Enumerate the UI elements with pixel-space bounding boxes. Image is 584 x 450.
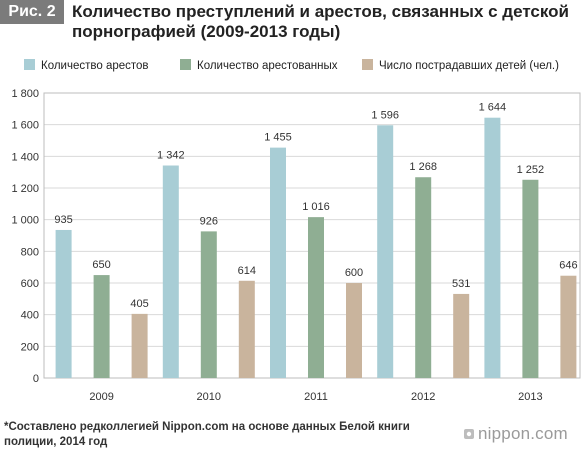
legend-label-1: Количество арестов: [41, 60, 149, 72]
y-tick-label: 200: [21, 341, 39, 353]
bar-2013-series-3: [560, 275, 577, 378]
data-label: 614: [238, 265, 256, 277]
data-label: 405: [130, 298, 148, 310]
data-label: 1 016: [302, 201, 330, 213]
y-tick-label: 0: [33, 373, 39, 385]
data-label: 1 455: [264, 132, 292, 144]
data-label: 1 268: [409, 161, 437, 173]
y-tick-label: 1 200: [11, 183, 39, 195]
y-tick-label: 1 400: [11, 151, 39, 163]
legend: Количество арестов Количество арестованны…: [24, 59, 559, 72]
source-note: *Составлено редколлегией Nippon.com на о…: [4, 421, 410, 448]
x-tick-label: 2010: [197, 391, 221, 403]
bar-2010-series-3: [238, 280, 255, 378]
bar-2013-series-2: [522, 179, 539, 378]
data-label: 1 252: [517, 164, 545, 176]
bar-2009-series-2: [93, 275, 110, 378]
chart-title: Количество преступлений и арестов, связа…: [72, 2, 570, 41]
data-label: 646: [559, 260, 577, 272]
bar-2012-series-3: [453, 293, 470, 378]
y-tick-label: 1 000: [11, 215, 39, 227]
data-label: 531: [452, 278, 470, 290]
y-tick-label: 800: [21, 246, 39, 258]
bar-2012-series-1: [377, 125, 394, 378]
y-tick-label: 600: [21, 278, 39, 290]
bar-2009-series-3: [131, 313, 148, 378]
bar-2011-series-1: [270, 147, 286, 378]
data-label: 1 644: [479, 102, 507, 114]
bar-2011-series-3: [346, 283, 362, 378]
data-label: 1 596: [371, 109, 399, 121]
bar-2012-series-2: [415, 177, 432, 378]
nippon-logo-icon: [464, 429, 474, 439]
y-tick-label: 400: [21, 310, 39, 322]
x-axis: 2009 2010 2011 2012 2013: [89, 391, 542, 403]
bars: 935 650 405 1 342 926 614 1 455 1 016 600 1 596 1 …: [54, 102, 578, 378]
data-label: 1 342: [157, 150, 185, 162]
bar-2013-series-1: [484, 117, 501, 378]
bar-2010-series-1: [162, 165, 179, 378]
x-tick-label: 2012: [411, 391, 435, 403]
bar-2009-series-1: [55, 229, 72, 378]
y-axis: 0 200 400 600 800 1 000 1 200 1 400 1 600 1 800: [11, 88, 39, 385]
x-tick-label: 2013: [518, 391, 542, 403]
y-tick-label: 1 800: [11, 88, 39, 100]
legend-swatch-1: [24, 59, 35, 70]
bar-chart: Количество арестов Количество арестованны…: [11, 59, 581, 403]
bar-2011-series-2: [308, 217, 324, 378]
data-label: 935: [54, 214, 72, 226]
legend-label-2: Количество арестованных: [197, 60, 338, 72]
legend-swatch-2: [180, 59, 191, 70]
data-label: 600: [345, 267, 363, 279]
figure-badge: Рис. 2: [0, 0, 64, 24]
x-tick-label: 2009: [89, 391, 113, 403]
data-label: 650: [92, 259, 110, 271]
legend-label-3: Число пострадавших детей (чел.): [379, 60, 559, 72]
bar-2010-series-2: [200, 231, 217, 378]
y-tick-label: 1 600: [11, 120, 39, 132]
brand-logo: nippon.com: [478, 424, 568, 443]
legend-swatch-3: [362, 59, 373, 70]
data-label: 926: [200, 215, 218, 227]
x-tick-label: 2011: [304, 391, 328, 403]
